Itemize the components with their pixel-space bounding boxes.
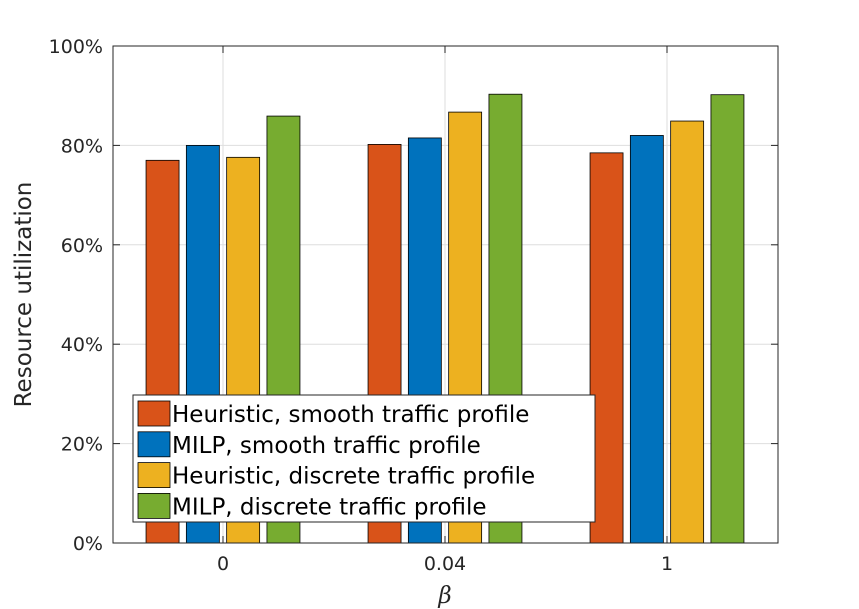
legend-swatch: [137, 462, 171, 489]
legend-entry-label: MILP, smooth traffic profile: [172, 433, 481, 459]
x-axis: 0 0.04 1: [217, 46, 673, 575]
bar: [589, 152, 624, 544]
y-tick-label: 40%: [61, 334, 103, 356]
x-tick-label: 0.04: [424, 553, 466, 575]
y-tick-label: 0%: [73, 533, 103, 555]
legend-entry-label: Heuristic, smooth traffic profile: [172, 402, 529, 428]
bar: [670, 120, 705, 544]
y-tick-label: 80%: [61, 135, 103, 157]
legend-entry-label: MILP, discrete traffic profile: [172, 494, 487, 520]
legend-swatch: [137, 400, 171, 427]
y-axis-title: Resource utilization: [11, 182, 37, 408]
x-axis-title: β: [437, 583, 451, 609]
y-tick-label: 20%: [61, 434, 103, 456]
y-axis: 0% 20% 40% 60% 80% 100%: [49, 36, 778, 555]
x-tick-label: 1: [661, 553, 673, 575]
legend-swatch: [137, 431, 171, 458]
y-tick-label: 100%: [49, 36, 103, 58]
bar: [629, 135, 664, 544]
legend-box: [132, 394, 596, 523]
legend-entry-label: Heuristic, discrete traffic profile: [172, 464, 535, 490]
bar: [710, 94, 745, 544]
legend: Heuristic, smooth traffic profile MILP, s…: [132, 394, 596, 523]
x-tick-label: 0: [217, 553, 229, 575]
y-tick-label: 60%: [61, 235, 103, 257]
legend-swatch: [137, 492, 171, 519]
